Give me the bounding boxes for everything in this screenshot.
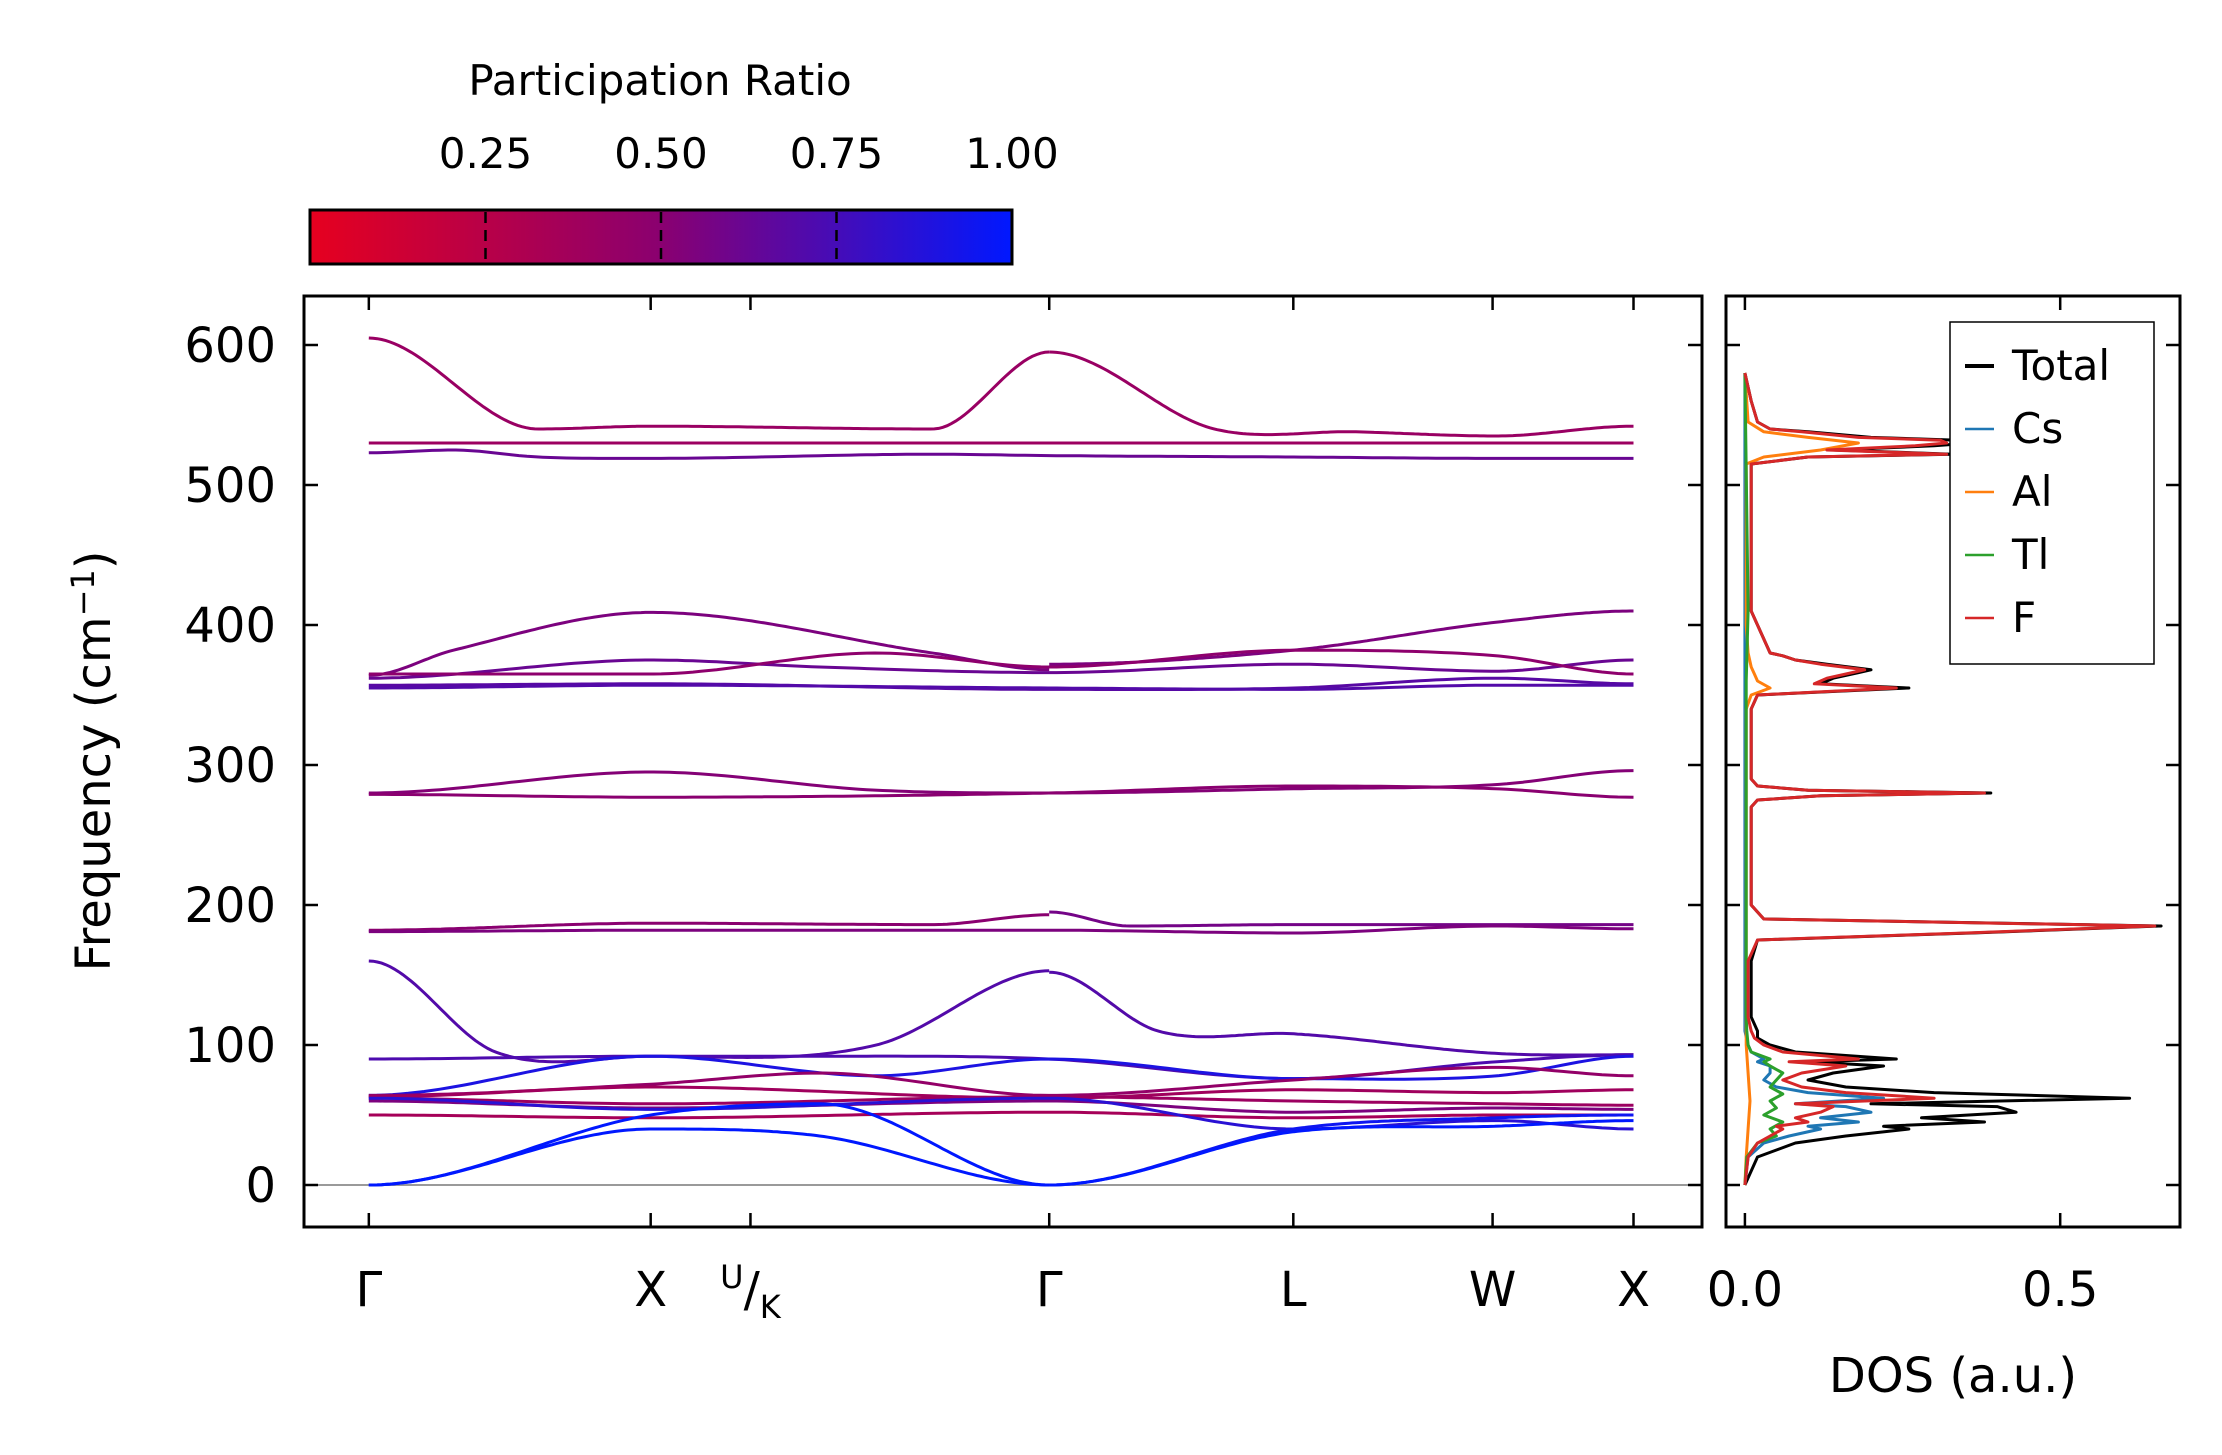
band-mid-3 (368, 648, 1634, 676)
band-b200-1 (368, 913, 1050, 932)
y-tick-label: 0 (245, 1158, 276, 1214)
dos-panel: 0.0 0.5 DOS (a.u.) Total Cs Al Tl F (1707, 294, 2182, 1404)
band-mid-5 (368, 683, 1634, 691)
dos-legend: Total Cs Al Tl F (1949, 321, 2155, 665)
band-low-3 (368, 1054, 1634, 1097)
colorbar-tick-label: 0.75 (790, 129, 884, 178)
band-mid-1b (1049, 609, 1634, 666)
y-tick-label: 200 (184, 878, 276, 934)
band-structure-panel: 0 100 200 300 400 500 600 Γ X U/K Γ L W X Frequency … (64, 294, 1704, 1326)
colorbar: Participation Ratio 0.25 0.50 0.75 1.00 (308, 56, 1059, 266)
band-optical-3 (368, 448, 1634, 460)
band-low-9 (368, 1096, 1634, 1131)
band-acoustic-TA2 (368, 1127, 1050, 1187)
dos-y-ticks (1726, 343, 2180, 1187)
colorbar-ticks: 0.25 0.50 0.75 1.00 (439, 129, 1059, 262)
legend-label: Al (2012, 467, 2052, 516)
band-low-8 (368, 1110, 1634, 1120)
band-low-6 (368, 1095, 1634, 1107)
colorbar-tick-label: 1.00 (965, 129, 1059, 178)
band-optical-1b (1049, 350, 1634, 438)
kpoint-label: Γ (355, 1262, 382, 1318)
band-low-1 (368, 959, 1050, 1064)
band-mid-1 (368, 610, 1050, 677)
kpoint-label: U/K (720, 1258, 782, 1326)
dos-lines (1743, 372, 2163, 1186)
colorbar-tick-label: 0.50 (614, 129, 708, 178)
colorbar-tick-label: 0.25 (439, 129, 533, 178)
dos-x-axis-label: DOS (a.u.) (1829, 1348, 2077, 1404)
band-optical-1 (368, 336, 1050, 431)
y-tick-label: 500 (184, 458, 276, 514)
kpoint-label: X (634, 1262, 667, 1318)
colorbar-label: Participation Ratio (468, 56, 851, 105)
main-y-ticks: 0 100 200 300 400 500 600 (184, 318, 1702, 1214)
band-acoustic-TA1b (1049, 1113, 1634, 1187)
dos-curve-tl (1743, 372, 1785, 1186)
band-b200-1b (1049, 910, 1634, 928)
kpoint-label: W (1469, 1262, 1516, 1318)
kpoint-label: X (1617, 1262, 1650, 1318)
y-tick-label: 300 (184, 738, 276, 794)
legend-label: Total (2011, 341, 2110, 390)
band-mid-2 (368, 658, 1634, 680)
y-tick-label: 400 (184, 598, 276, 654)
band-lines (368, 336, 1634, 1187)
kpoint-label: Γ (1036, 1262, 1063, 1318)
dos-curve-f (1743, 372, 2157, 1186)
band-mid-4 (368, 676, 1634, 691)
legend-label: F (2012, 593, 2036, 642)
legend-label: Tl (2011, 530, 2049, 579)
dos-axes-frame (1724, 294, 2182, 1229)
y-axis-label: Frequency (cm−1) (64, 550, 122, 971)
band-acoustic-TA2b (1049, 1119, 1634, 1187)
legend-label: Cs (2012, 404, 2063, 453)
dos-x-tick-label: 0.0 (1707, 1262, 1783, 1318)
main-axes-frame (302, 294, 1704, 1229)
y-tick-label: 600 (184, 318, 276, 374)
y-tick-label: 100 (184, 1018, 276, 1074)
band-b300-1 (368, 769, 1634, 795)
band-b200-2 (368, 924, 1634, 935)
band-low-1b (1049, 970, 1634, 1057)
band-b300-2 (368, 784, 1634, 799)
dos-curve-al (1743, 372, 1860, 1186)
dos-x-ticks: 0.0 0.5 (1707, 296, 2098, 1318)
main-x-ticks: Γ X U/K Γ L W X (355, 296, 1650, 1326)
dos-x-tick-label: 0.5 (2022, 1262, 2098, 1318)
kpoint-label: L (1280, 1262, 1307, 1318)
